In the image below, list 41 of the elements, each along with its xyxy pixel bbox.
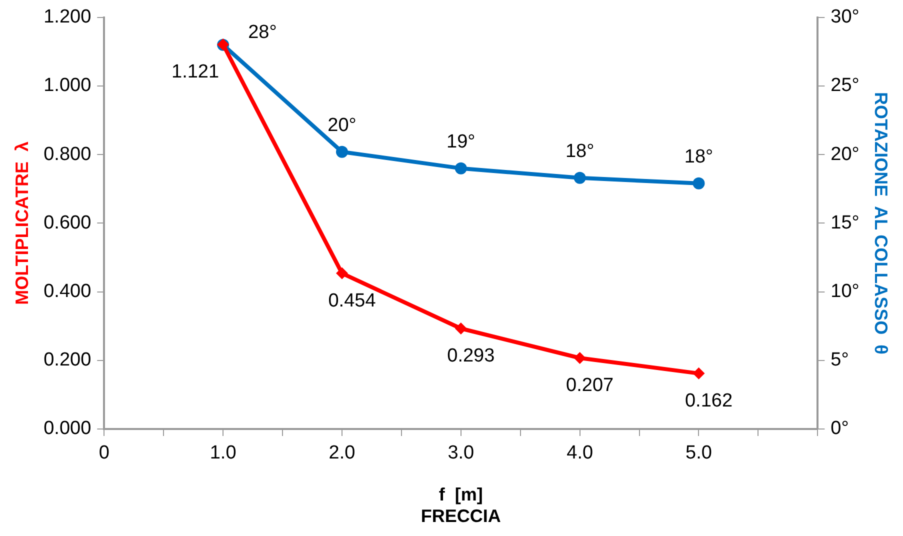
data-label: 19° xyxy=(446,132,476,153)
data-label: 18° xyxy=(565,141,594,162)
point xyxy=(454,322,467,334)
y-tick-label: 0.400 xyxy=(44,281,92,302)
y2-tick-label: 25° xyxy=(830,75,860,96)
y-tick-label: 0.800 xyxy=(44,144,92,165)
point xyxy=(692,367,705,380)
point xyxy=(574,172,586,184)
y2-tick-label: 20° xyxy=(830,144,860,165)
y2-axis-title: ROTAZIONE AL COLLASSO θ xyxy=(871,92,892,354)
point xyxy=(336,146,348,158)
y-tick-label: 1.200 xyxy=(44,6,92,28)
x-tick-label: 1.0 xyxy=(210,442,236,464)
point xyxy=(692,177,705,190)
y2-tick-label: 30° xyxy=(830,6,860,28)
data-label: 0.293 xyxy=(447,346,495,367)
x-tick-label: 4.0 xyxy=(566,442,594,464)
point xyxy=(336,267,348,280)
data-label: 0.454 xyxy=(328,290,376,312)
y2-tick-label: 15° xyxy=(830,212,860,234)
x-axis-title: f [m] FRECCIA xyxy=(420,484,501,526)
x-tick-label: 5.0 xyxy=(686,442,712,464)
data-label: 1.121 xyxy=(172,62,220,83)
y2-tick-label: 5° xyxy=(830,350,849,371)
data-label: 20° xyxy=(328,115,356,136)
x-tick-label: 2.0 xyxy=(328,442,356,464)
point xyxy=(454,162,467,174)
data-label: 18° xyxy=(684,146,714,168)
y-tick-label: 0.600 xyxy=(44,212,92,234)
point xyxy=(574,352,586,364)
y-axis-title: MOLTIPLICATRE λ xyxy=(12,142,32,305)
data-label: 28° xyxy=(248,22,277,44)
x-tick-label: 0 xyxy=(98,442,110,464)
data-label: 0.162 xyxy=(684,390,733,412)
y-tick-label: 0.000 xyxy=(44,418,92,440)
y2-tick-label: 10° xyxy=(830,281,860,302)
y-tick-label: 0.200 xyxy=(44,350,92,371)
y-tick-label: 1.000 xyxy=(44,75,92,96)
x-tick-label: 3.0 xyxy=(448,442,474,464)
y2-tick-label: 0° xyxy=(830,418,849,440)
data-label: 0.207 xyxy=(566,375,614,396)
